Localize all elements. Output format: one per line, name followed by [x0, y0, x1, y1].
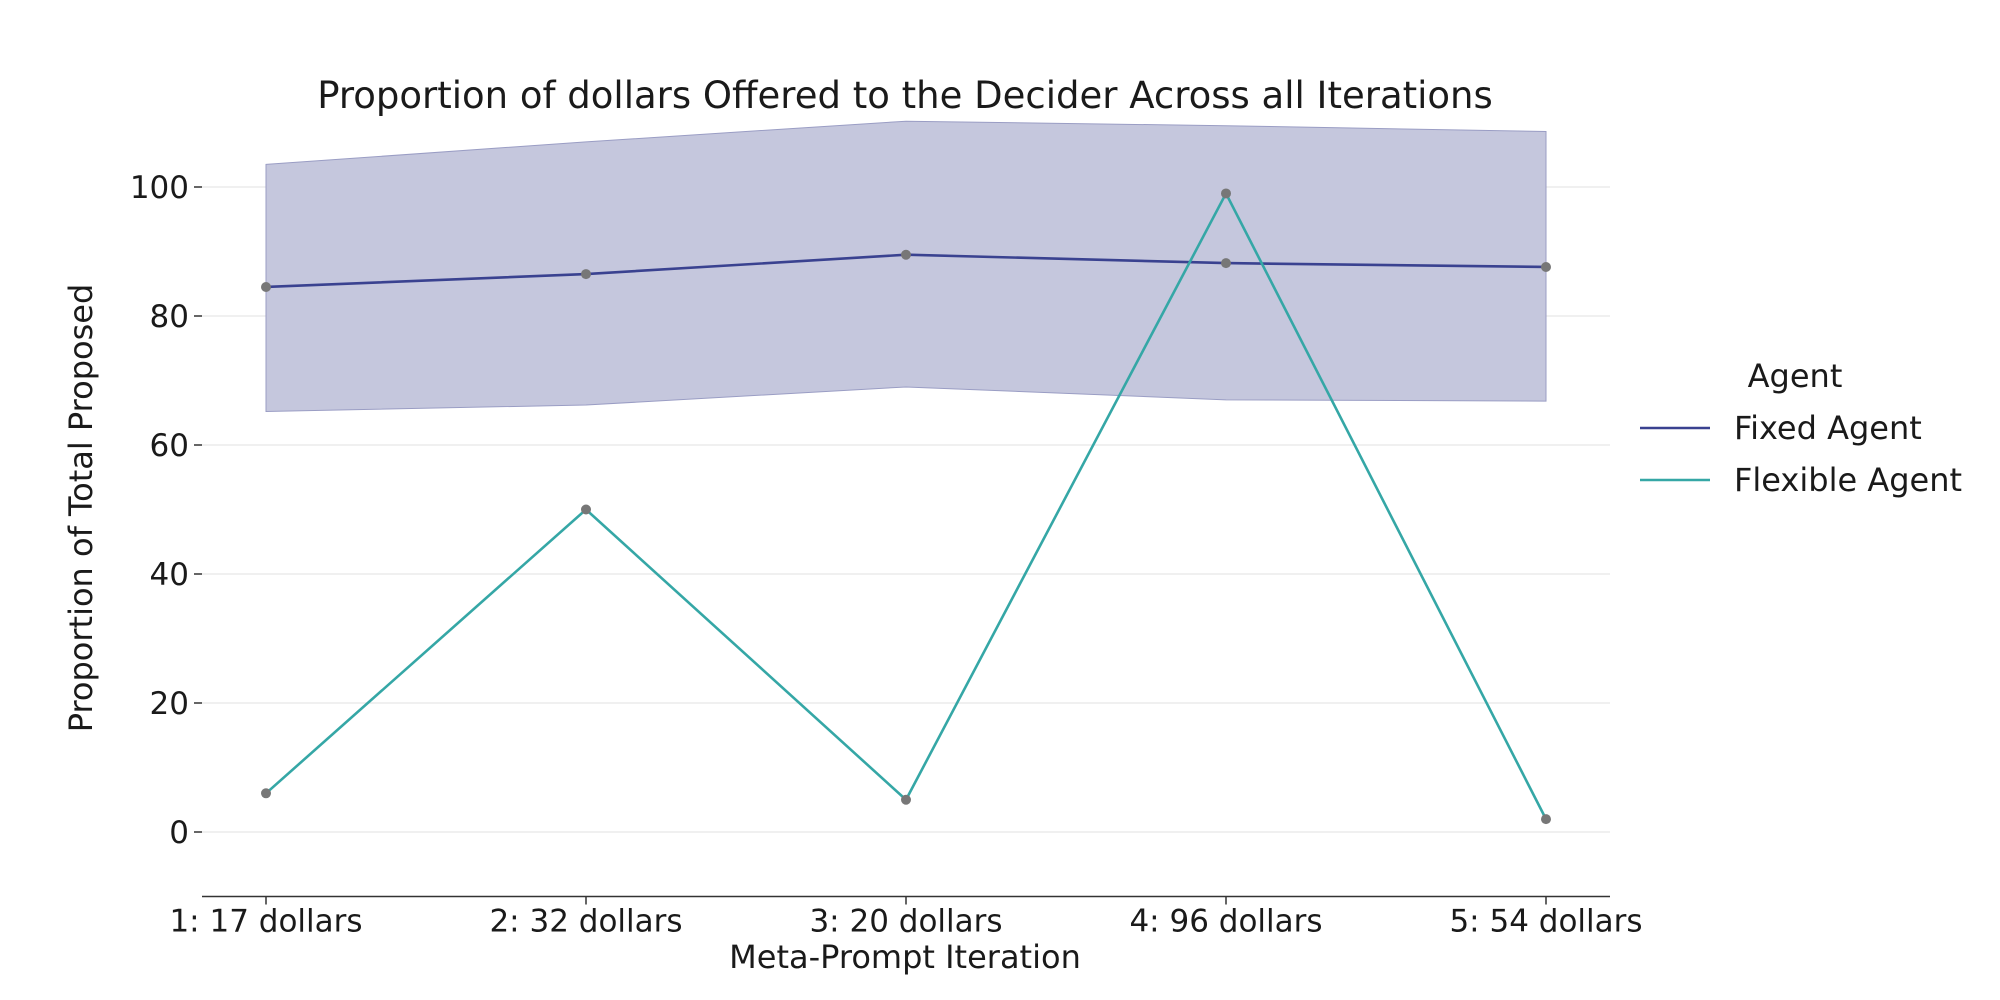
x-tick-label: 5: 54 dollars — [1449, 904, 1642, 940]
data-point — [1541, 814, 1551, 825]
x-tick-label: 3: 20 dollars — [809, 904, 1002, 940]
y-tick-label: 40 — [150, 557, 189, 593]
data-point — [1221, 258, 1231, 269]
legend-label: Flexible Agent — [1734, 461, 1962, 499]
legend-label: Fixed Agent — [1734, 409, 1922, 447]
y-axis-label: Proportion of Total Proposed — [62, 284, 100, 733]
data-point — [261, 788, 271, 799]
y-tick-label: 0 — [169, 815, 189, 851]
data-point — [901, 249, 911, 260]
confidence-band — [265, 120, 1547, 412]
x-tick-label: 4: 96 dollars — [1129, 904, 1322, 940]
y-tick-label: 100 — [130, 170, 189, 206]
legend-title: Agent — [1748, 357, 1843, 395]
data-point — [581, 504, 591, 515]
x-axis: 1: 17 dollars 2: 32 dollars 3: 20 dollars 4… — [169, 895, 1643, 940]
data-point — [581, 269, 591, 280]
data-point — [261, 281, 271, 292]
y-tick-label: 20 — [150, 686, 189, 722]
x-tick-label: 1: 17 dollars — [169, 904, 362, 940]
data-point — [901, 794, 911, 805]
y-tick-label: 60 — [150, 428, 189, 464]
confidence-bands — [265, 120, 1547, 412]
legend: Agent Fixed Agent Flexible Agent — [1640, 357, 1962, 499]
y-axis: 0 20 40 60 80 100 — [130, 170, 202, 851]
x-axis-label: Meta-Prompt Iteration — [729, 938, 1081, 976]
data-point — [1541, 261, 1551, 272]
series-markers — [261, 188, 1551, 825]
chart-title: Proportion of dollars Offered to the Dec… — [317, 74, 1493, 117]
y-tick-label: 80 — [150, 299, 189, 335]
x-tick-label: 2: 32 dollars — [489, 904, 682, 940]
data-point — [1221, 188, 1231, 199]
